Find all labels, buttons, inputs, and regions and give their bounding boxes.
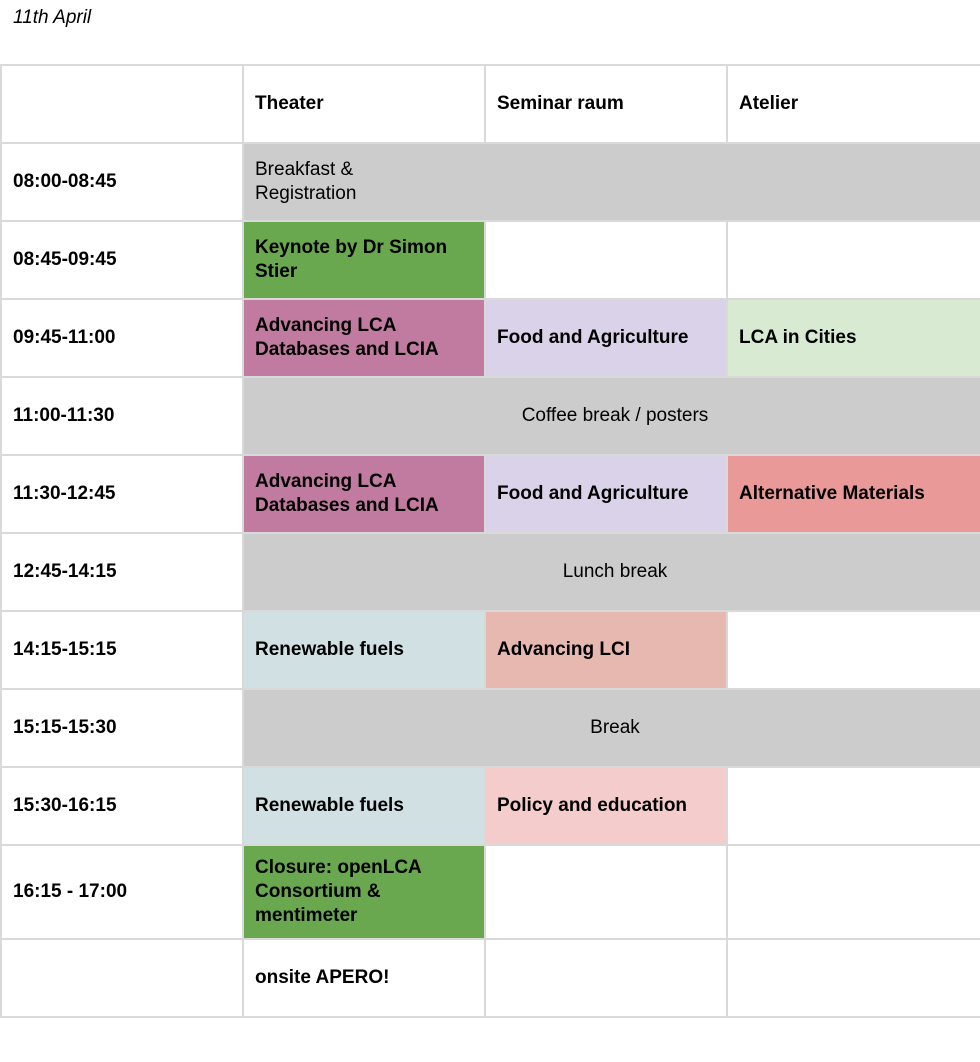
table-row: 08:00-08:45 Breakfast & Registration — [0, 142, 980, 222]
room-header-seminar-raum: Seminar raum — [484, 64, 728, 144]
empty-cell — [726, 766, 980, 846]
session-keynote: Keynote by Dr Simon Stier — [242, 220, 486, 300]
time-slot — [0, 938, 244, 1018]
session-breakfast-registration: Breakfast & Registration — [242, 142, 980, 222]
schedule-table: Theater Seminar raum Atelier 08:00-08:45… — [0, 64, 980, 1018]
time-slot: 11:00-11:30 — [0, 376, 244, 456]
empty-cell — [484, 938, 728, 1018]
header-row: Theater Seminar raum Atelier — [0, 64, 980, 144]
session-alternative-materials: Alternative Materials — [726, 454, 980, 534]
session-lca-in-cities: LCA in Cities — [726, 298, 980, 378]
table-row: onsite APERO! — [0, 938, 980, 1018]
empty-cell — [726, 220, 980, 300]
session-label: Breakfast & Registration — [255, 159, 357, 204]
session-food-agriculture: Food and Agriculture — [484, 298, 728, 378]
table-row: 11:30-12:45 Advancing LCA Databases and … — [0, 454, 980, 534]
table-row: 08:45-09:45 Keynote by Dr Simon Stier — [0, 220, 980, 300]
session-coffee-break: Coffee break / posters — [242, 376, 980, 456]
empty-cell — [484, 844, 728, 940]
time-slot: 12:45-14:15 — [0, 532, 244, 612]
session-break: Break — [242, 688, 980, 768]
session-closure: Closure: openLCA Consortium & mentimeter — [242, 844, 486, 940]
table-row: 15:15-15:30 Break — [0, 688, 980, 768]
table-row: 09:45-11:00 Advancing LCA Databases and … — [0, 298, 980, 378]
session-lunch-break: Lunch break — [242, 532, 980, 612]
room-header-atelier: Atelier — [726, 64, 980, 144]
time-slot: 14:15-15:15 — [0, 610, 244, 690]
time-slot: 11:30-12:45 — [0, 454, 244, 534]
table-row: 16:15 - 17:00 Closure: openLCA Consortiu… — [0, 844, 980, 940]
room-header-theater: Theater — [242, 64, 486, 144]
empty-cell — [484, 220, 728, 300]
session-advancing-lca-databases: Advancing LCA Databases and LCIA — [242, 454, 486, 534]
time-slot: 15:30-16:15 — [0, 766, 244, 846]
table-row: 15:30-16:15 Renewable fuels Policy and e… — [0, 766, 980, 846]
table-row: 12:45-14:15 Lunch break — [0, 532, 980, 612]
session-food-agriculture: Food and Agriculture — [484, 454, 728, 534]
time-slot: 08:45-09:45 — [0, 220, 244, 300]
time-slot: 16:15 - 17:00 — [0, 844, 244, 940]
table-row: 11:00-11:30 Coffee break / posters — [0, 376, 980, 456]
session-onsite-apero: onsite APERO! — [242, 938, 486, 1018]
time-slot: 09:45-11:00 — [0, 298, 244, 378]
session-advancing-lci: Advancing LCI — [484, 610, 728, 690]
session-renewable-fuels: Renewable fuels — [242, 766, 486, 846]
empty-cell — [726, 844, 980, 940]
empty-cell — [726, 610, 980, 690]
time-slot: 08:00-08:45 — [0, 142, 244, 222]
time-slot: 15:15-15:30 — [0, 688, 244, 768]
session-policy-education: Policy and education — [484, 766, 728, 846]
empty-cell — [726, 938, 980, 1018]
table-row: 14:15-15:15 Renewable fuels Advancing LC… — [0, 610, 980, 690]
session-advancing-lca-databases: Advancing LCA Databases and LCIA — [242, 298, 486, 378]
header-time-cell — [0, 64, 244, 144]
session-renewable-fuels: Renewable fuels — [242, 610, 486, 690]
schedule-date: 11th April — [13, 7, 92, 28]
